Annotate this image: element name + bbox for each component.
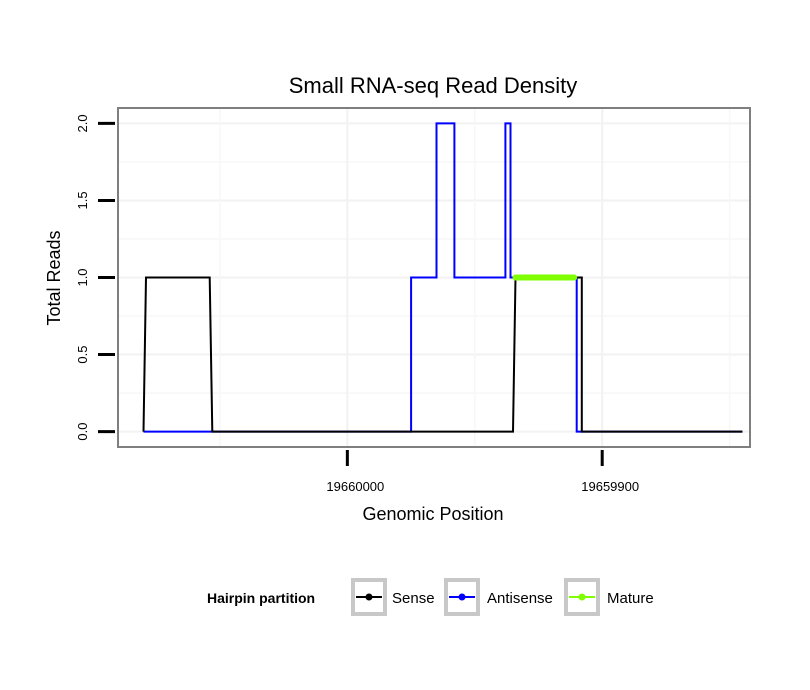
x-axis: 19660000 19659900 [326, 450, 639, 494]
x-axis-title: Genomic Position [362, 504, 503, 524]
legend-item-antisense: Antisense [444, 578, 553, 616]
legend-label-mature: Mature [607, 590, 654, 607]
y-tick-label-1: 0.5 [75, 346, 90, 364]
legend-dot-mature [578, 593, 586, 601]
y-tick-label-0: 0.0 [75, 423, 90, 441]
legend-dot-antisense [458, 593, 466, 601]
legend-item-mature: Mature [564, 578, 654, 616]
legend-item-sense: Sense [351, 578, 435, 616]
x-tick-label-0: 19660000 [326, 479, 384, 494]
legend: Hairpin partition Sense Antisense Mature [207, 578, 654, 616]
y-tick-label-2: 1.0 [75, 268, 90, 286]
series-line-sense [142, 276, 743, 433]
y-tick-label-3: 1.5 [75, 191, 90, 209]
chart-title: Small RNA-seq Read Density [289, 73, 578, 98]
legend-label-antisense: Antisense [487, 590, 553, 607]
legend-title: Hairpin partition [207, 590, 315, 606]
y-tick-label-4: 2.0 [75, 114, 90, 132]
y-axis: 0.0 0.5 1.0 1.5 2.0 [75, 114, 115, 441]
series-layer [142, 122, 743, 433]
y-axis-title: Total Reads [44, 230, 64, 325]
plot-panel [117, 107, 751, 448]
x-tick-label-1: 19659900 [581, 479, 639, 494]
legend-label-sense: Sense [392, 590, 435, 607]
legend-dot-sense [365, 593, 373, 601]
